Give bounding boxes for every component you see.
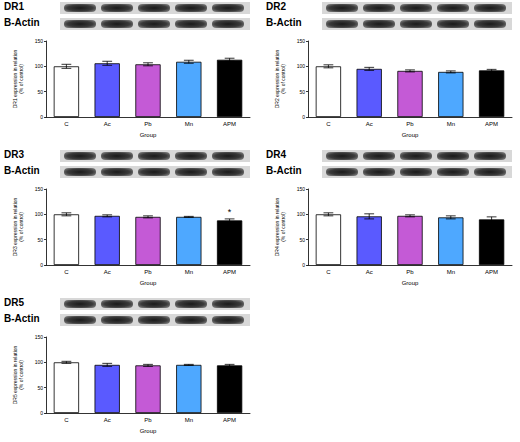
svg-text:Pb: Pb xyxy=(144,121,152,127)
svg-text:Pb: Pb xyxy=(144,269,152,275)
svg-text:0: 0 xyxy=(302,114,305,120)
svg-text:APM: APM xyxy=(485,269,498,275)
svg-text:DR4 expression in relation: DR4 expression in relation xyxy=(273,197,280,257)
svg-text:C: C xyxy=(64,121,69,127)
svg-text:Ac: Ac xyxy=(104,121,111,127)
svg-text:APM: APM xyxy=(485,121,498,127)
svg-text:50: 50 xyxy=(299,89,305,95)
svg-text:Ac: Ac xyxy=(104,417,111,423)
svg-text:*: * xyxy=(228,207,232,217)
svg-text:100: 100 xyxy=(35,359,44,365)
html-text:DR4: DR4 xyxy=(266,149,286,160)
svg-text:50: 50 xyxy=(299,237,305,243)
svg-text:50: 50 xyxy=(37,385,43,391)
html-text:DR3: DR3 xyxy=(4,149,24,160)
svg-text:(% of control): (% of control) xyxy=(280,64,286,94)
svg-text:0: 0 xyxy=(40,410,43,416)
svg-text:Group: Group xyxy=(140,428,157,434)
svg-text:Mn: Mn xyxy=(185,269,193,275)
svg-text:Mn: Mn xyxy=(185,121,193,127)
html-text:B-Actin: B-Actin xyxy=(266,165,302,176)
svg-text:C: C xyxy=(326,269,331,275)
html-text:B-Actin: B-Actin xyxy=(4,17,40,28)
svg-text:DR2 expression in relation: DR2 expression in relation xyxy=(273,49,280,109)
html-text:DR5: DR5 xyxy=(4,297,24,308)
svg-text:0: 0 xyxy=(40,262,43,268)
svg-text:Ac: Ac xyxy=(366,269,373,275)
svg-text:Group: Group xyxy=(140,132,157,138)
svg-text:Mn: Mn xyxy=(447,121,455,127)
svg-text:C: C xyxy=(64,417,69,423)
svg-text:DR1 expression in relation: DR1 expression in relation xyxy=(11,49,18,109)
svg-text:Pb: Pb xyxy=(406,121,414,127)
svg-text:Pb: Pb xyxy=(144,417,152,423)
svg-text:150: 150 xyxy=(297,38,306,44)
svg-text:50: 50 xyxy=(37,89,43,95)
html-text:B-Actin: B-Actin xyxy=(4,165,40,176)
svg-text:Group: Group xyxy=(402,280,419,286)
svg-text:APM: APM xyxy=(223,121,236,127)
svg-text:Ac: Ac xyxy=(104,269,111,275)
svg-text:APM: APM xyxy=(223,417,236,423)
svg-text:(% of control): (% of control) xyxy=(18,64,24,94)
html-text:B-Actin: B-Actin xyxy=(4,313,40,324)
svg-text:0: 0 xyxy=(40,114,43,120)
svg-text:DR5 expression in relation: DR5 expression in relation xyxy=(11,345,18,405)
svg-text:(% of control): (% of control) xyxy=(18,212,24,242)
svg-text:APM: APM xyxy=(223,269,236,275)
svg-text:150: 150 xyxy=(35,38,44,44)
svg-text:C: C xyxy=(64,269,69,275)
svg-text:150: 150 xyxy=(297,186,306,192)
svg-text:0: 0 xyxy=(302,262,305,268)
svg-text:100: 100 xyxy=(297,211,306,217)
svg-text:(% of control): (% of control) xyxy=(18,360,24,390)
svg-text:Ac: Ac xyxy=(366,121,373,127)
svg-text:C: C xyxy=(326,121,331,127)
svg-text:100: 100 xyxy=(35,211,44,217)
html-text:B-Actin: B-Actin xyxy=(266,17,302,28)
svg-text:150: 150 xyxy=(35,334,44,340)
svg-text:50: 50 xyxy=(37,237,43,243)
svg-text:Mn: Mn xyxy=(185,417,193,423)
svg-text:150: 150 xyxy=(35,186,44,192)
svg-text:Mn: Mn xyxy=(447,269,455,275)
svg-text:Pb: Pb xyxy=(406,269,414,275)
svg-text:Group: Group xyxy=(402,132,419,138)
svg-text:DR3 expression in relation: DR3 expression in relation xyxy=(11,197,18,257)
svg-text:100: 100 xyxy=(297,63,306,69)
html-text:DR2: DR2 xyxy=(266,1,286,12)
html-text:DR1: DR1 xyxy=(4,1,24,12)
svg-text:(% of control): (% of control) xyxy=(280,212,286,242)
svg-text:100: 100 xyxy=(35,63,44,69)
svg-text:Group: Group xyxy=(140,280,157,286)
